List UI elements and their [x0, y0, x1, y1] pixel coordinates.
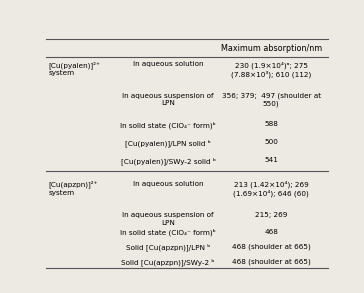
- Text: Solid [Cu(apzpn)]/LPN ᵇ: Solid [Cu(apzpn)]/LPN ᵇ: [126, 243, 210, 251]
- Text: In aqueous suspension of
LPN: In aqueous suspension of LPN: [122, 93, 214, 106]
- Text: 468 (shoulder at 665): 468 (shoulder at 665): [232, 258, 310, 265]
- Text: In aqueous solution: In aqueous solution: [133, 61, 203, 67]
- Text: [Cu(pyalen)]²⁺
system: [Cu(pyalen)]²⁺ system: [48, 61, 100, 76]
- Text: 500: 500: [264, 139, 278, 145]
- Text: 230 (1.9×10⁴)ᵃ; 275
(7.88×10³); 610 (112): 230 (1.9×10⁴)ᵃ; 275 (7.88×10³); 610 (112…: [231, 61, 311, 78]
- Text: 588: 588: [264, 121, 278, 127]
- Text: In solid state (ClO₄⁻ form)ᵇ: In solid state (ClO₄⁻ form)ᵇ: [120, 229, 216, 236]
- Text: In aqueous solution: In aqueous solution: [133, 181, 203, 187]
- Text: 468: 468: [264, 229, 278, 234]
- Text: 541: 541: [264, 157, 278, 163]
- Text: Maximum absorption/nm: Maximum absorption/nm: [221, 44, 322, 53]
- Text: Solid [Cu(apzpn)]/SWy-2 ᵇ: Solid [Cu(apzpn)]/SWy-2 ᵇ: [122, 258, 215, 266]
- Text: 213 (1.42×10⁴); 269
(1.69×10⁴); 646 (60): 213 (1.42×10⁴); 269 (1.69×10⁴); 646 (60): [233, 181, 309, 197]
- Text: 356; 379;  497 (shoulder at
550): 356; 379; 497 (shoulder at 550): [222, 93, 321, 107]
- Text: 468 (shoulder at 665): 468 (shoulder at 665): [232, 243, 310, 250]
- Text: [Cu(pyalen)]/LPN solid ᵇ: [Cu(pyalen)]/LPN solid ᵇ: [125, 139, 211, 147]
- Text: [Cu(apzpn)]²⁺
system: [Cu(apzpn)]²⁺ system: [48, 181, 98, 196]
- Text: 215; 269: 215; 269: [255, 212, 287, 218]
- Text: In solid state (ClO₄⁻ form)ᵇ: In solid state (ClO₄⁻ form)ᵇ: [120, 121, 216, 129]
- Text: In aqueous suspension of
LPN: In aqueous suspension of LPN: [122, 212, 214, 226]
- Text: [Cu(pyalen)]/SWy-2 solid ᵇ: [Cu(pyalen)]/SWy-2 solid ᵇ: [121, 157, 216, 165]
